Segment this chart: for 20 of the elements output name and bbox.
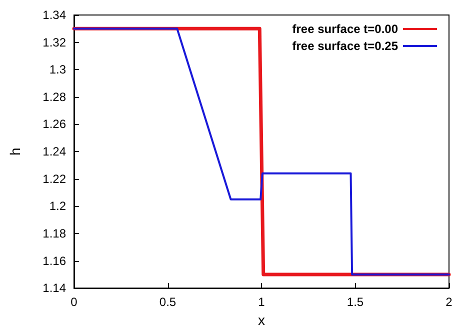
x-tick-label: 1.5 xyxy=(346,295,364,310)
x-tick-label: 1 xyxy=(258,295,266,310)
y-tick-label: 1.3 xyxy=(49,62,66,77)
y-tick-label: 1.2 xyxy=(49,199,66,214)
legend-label: free surface t=0.25 xyxy=(292,39,398,53)
y-axis-title: h xyxy=(7,148,23,156)
y-tick-label: 1.16 xyxy=(42,254,66,268)
y-tick-label: 1.22 xyxy=(42,172,66,186)
y-tick-label: 1.26 xyxy=(42,117,66,132)
y-tick-label: 1.28 xyxy=(42,90,66,104)
x-tick-label: 2 xyxy=(446,295,453,310)
y-tick-label: 1.24 xyxy=(42,144,66,159)
y-tick-label: 1.34 xyxy=(42,8,66,22)
x-axis-title: x xyxy=(258,312,265,328)
x-tick-label: 0.5 xyxy=(159,295,176,310)
y-tick-label: 1.18 xyxy=(42,226,66,240)
y-tick-label: 1.32 xyxy=(42,35,66,50)
y-tick-label: 1.14 xyxy=(42,281,66,296)
legend-label: free surface t=0.00 xyxy=(292,22,398,36)
x-tick-label: 0 xyxy=(70,295,78,310)
